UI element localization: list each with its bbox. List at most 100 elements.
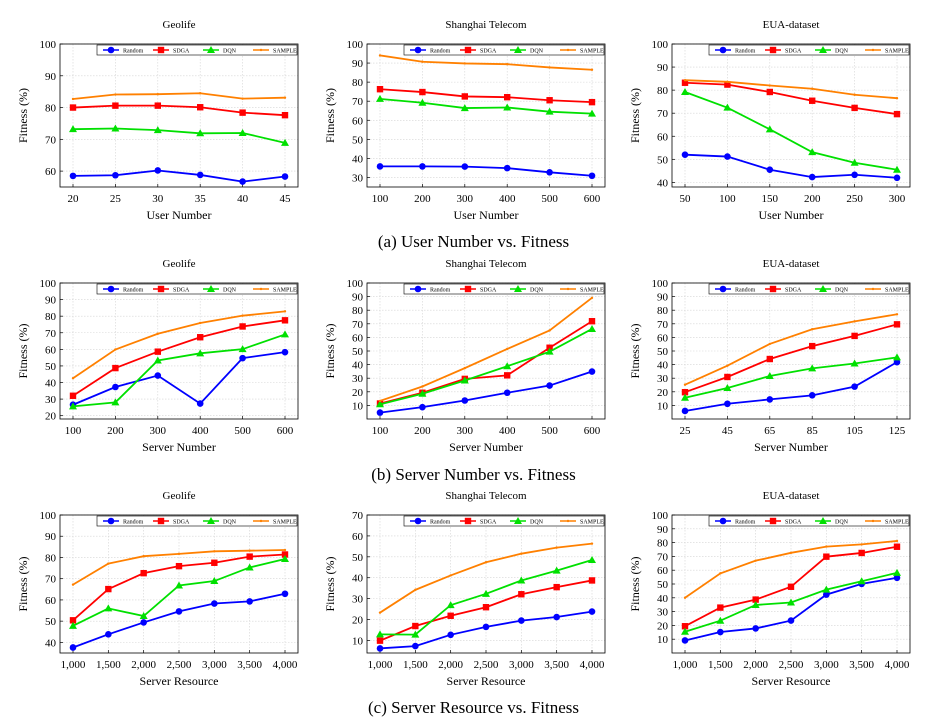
legend-swatch-marker [769, 517, 777, 525]
x-tick-label: 1,000 [368, 659, 393, 671]
data-point-random [588, 608, 596, 615]
y-tick-label: 70 [657, 551, 669, 563]
legend-item-sample: SAMPLE [560, 519, 604, 525]
data-point-sdga [893, 110, 901, 118]
series-line-sample [379, 54, 593, 71]
y-tick-label: 100 [40, 510, 57, 522]
data-point-sample [555, 546, 558, 549]
data-point-random [546, 169, 553, 176]
data-point-dqn [503, 362, 512, 370]
data-point-dqn [245, 563, 254, 571]
data-point-sdga [69, 104, 77, 111]
data-point-sdga [447, 612, 454, 619]
y-axis-label: Fitness (%) [16, 88, 30, 143]
y-tick-label: 40 [45, 378, 57, 390]
series-line-dqn [379, 328, 593, 406]
legend-swatch-marker [871, 287, 875, 291]
data-point-dqn [723, 383, 732, 391]
series-sample [683, 539, 899, 599]
data-point-dqn [893, 353, 901, 361]
data-point-sample [213, 550, 216, 553]
x-tick-label: 100 [372, 193, 389, 205]
legend-swatch-marker [719, 46, 727, 54]
data-point-sdga [724, 373, 731, 381]
legend-label: SDGA [785, 48, 802, 54]
series-line-dqn [684, 356, 898, 399]
y-tick-label: 10 [352, 400, 364, 412]
y-tick-label: 90 [657, 292, 669, 304]
y-tick-label: 90 [45, 295, 57, 307]
series-line-sdga [379, 579, 593, 642]
legend-label: Random [430, 48, 451, 54]
series-sample [378, 296, 594, 403]
y-tick-label: 90 [657, 62, 669, 74]
data-point-dqn [418, 98, 427, 106]
data-point-sample [449, 574, 452, 577]
data-point-dqn [850, 158, 859, 166]
data-point-random [461, 397, 469, 404]
data-point-sample [590, 296, 594, 300]
y-tick-label: 20 [45, 411, 57, 423]
data-point-dqn [716, 616, 725, 624]
data-point-dqn [850, 359, 859, 367]
data-point-sdga [858, 549, 865, 557]
series-sdga [69, 317, 289, 399]
legend-swatch-marker [566, 287, 570, 291]
data-point-sample [548, 66, 551, 69]
data-point-sample [719, 572, 722, 575]
x-tick-label: 1,500 [96, 659, 121, 671]
data-point-random [412, 642, 419, 650]
data-point-random [681, 151, 689, 159]
chart-shanghai-server-resource: Shanghai Telecom 10 20 30 40 50 60 70 1,000 1,500… [323, 490, 606, 688]
legend-label: SDGA [173, 287, 190, 293]
x-tick-label: 400 [192, 425, 209, 437]
legend-label: DQN [530, 48, 544, 54]
plot-frame [671, 43, 911, 188]
legend-label: SDGA [173, 48, 190, 54]
x-tick-label: 100 [372, 425, 389, 437]
y-tick-label: 60 [657, 565, 669, 577]
series-random [376, 608, 596, 652]
data-point-sample [768, 84, 771, 87]
legend-swatch-marker [207, 517, 215, 524]
series-line-sdga [72, 319, 286, 397]
x-tick-label: 200 [804, 193, 821, 205]
x-axis-label: Server Resource [752, 674, 831, 688]
data-point-dqn [681, 627, 689, 635]
data-point-random [239, 178, 246, 185]
data-point-sample [590, 68, 594, 71]
y-tick-label: 80 [45, 311, 57, 323]
chart-title: Geolife [163, 19, 196, 31]
legend-swatch-marker [157, 285, 165, 293]
data-point-sdga [766, 88, 773, 96]
legend-box [96, 283, 298, 295]
series-random [376, 163, 596, 180]
data-point-sdga [717, 604, 724, 611]
data-point-dqn [765, 125, 774, 133]
data-point-sample [156, 332, 159, 335]
data-point-random [787, 617, 795, 624]
data-point-sdga [893, 321, 901, 328]
data-point-sample [484, 561, 488, 564]
series-line-sample [684, 79, 898, 100]
data-point-sdga [851, 104, 858, 112]
legend-swatch-marker [769, 46, 777, 54]
data-point-random [893, 358, 901, 366]
data-point-sample [520, 552, 523, 555]
data-point-sample [811, 87, 814, 90]
data-point-sample [71, 583, 75, 586]
series-random [681, 358, 901, 415]
legend-item-dqn: DQN [203, 285, 237, 293]
legend-item-dqn: DQN [815, 517, 849, 525]
legend-swatch-marker [207, 285, 215, 292]
y-tick-label: 70 [45, 574, 57, 586]
data-point-random [154, 372, 162, 379]
y-tick-label: 50 [657, 346, 669, 358]
x-tick-label: 30 [152, 193, 164, 205]
series-dqn [681, 87, 901, 173]
x-tick-label: 4,000 [273, 659, 298, 671]
data-point-sdga [412, 622, 419, 630]
data-point-dqn [281, 138, 289, 146]
